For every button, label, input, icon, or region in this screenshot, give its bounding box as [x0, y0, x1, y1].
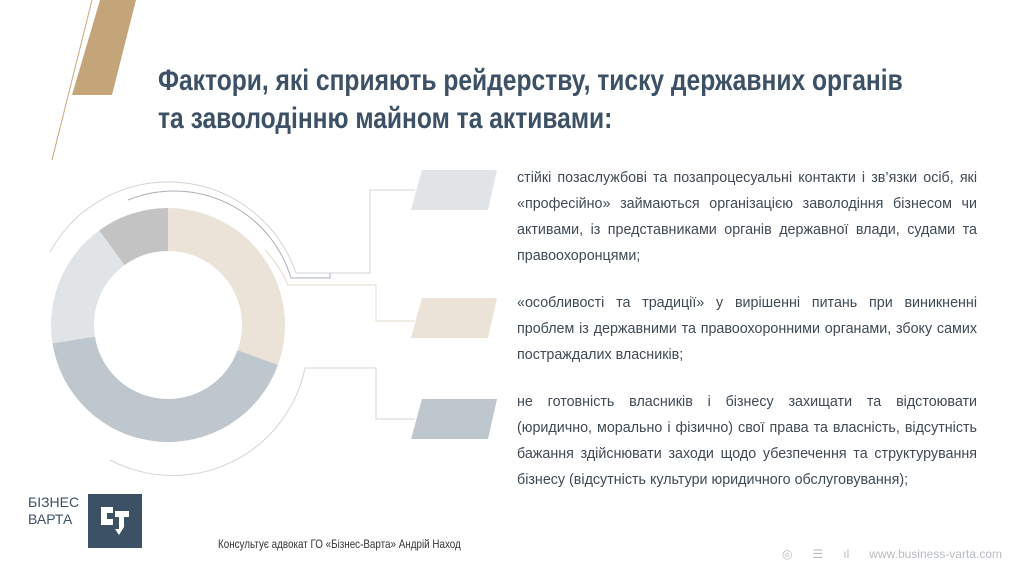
gold-line: [51, 0, 93, 161]
podcast-icon: ◎: [782, 547, 793, 561]
gold-stripe: [72, 0, 136, 95]
title-line-2: та заволодінню майном та активами:: [158, 102, 613, 135]
donut-segment: [168, 208, 285, 366]
signal-icon: ıl: [843, 547, 850, 561]
factor-3: не готовність власників і бізнесу захища…: [517, 394, 977, 488]
title-line-1: Фактори, які сприяють рейдерству, тиску …: [158, 64, 903, 97]
marker-3: [411, 399, 497, 439]
donut-segment: [51, 230, 125, 344]
marker-1: [411, 170, 497, 210]
donut-chart: [51, 208, 285, 443]
connector-3: [109, 367, 415, 476]
connector-1b: [127, 190, 331, 279]
connector-1: [49, 181, 415, 274]
consultant-credit: Консультує адвокат ГО «Бізнес-Варта» Анд…: [218, 537, 461, 551]
logo-mark: БВ: [88, 494, 142, 548]
logo-line-1: БІЗНЕС: [28, 494, 80, 510]
page-title: Фактори, які сприяють рейдерству, тиску …: [158, 62, 903, 138]
donut-segment: [52, 336, 278, 443]
factor-2: «особливості та традиції» у вирішенні пи…: [517, 295, 977, 363]
website-link[interactable]: www.business-varta.com: [869, 547, 1002, 561]
footer: ◎ ☰ ıl www.business-varta.com: [782, 547, 1002, 561]
factor-1: стійкі позаслужбові та позапроцесуальні …: [517, 170, 977, 264]
list-icon: ☰: [812, 547, 824, 561]
donut-segment: [99, 208, 168, 266]
logo-text: БІЗНЕС ВАРТА: [28, 494, 79, 528]
connector-2: [264, 249, 415, 322]
logo-line-2: ВАРТА: [28, 511, 73, 527]
marker-2: [411, 298, 497, 338]
